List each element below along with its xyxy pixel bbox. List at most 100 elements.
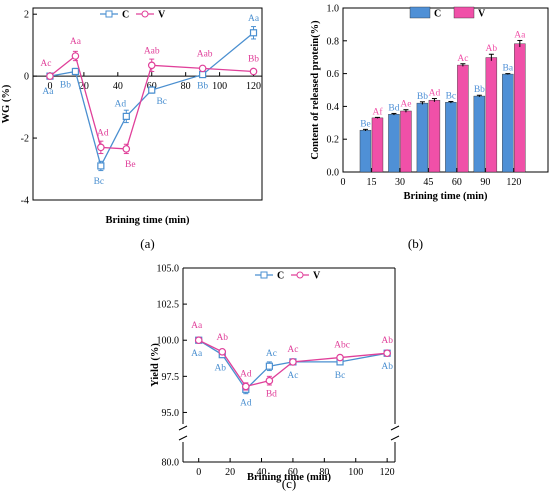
point-V: [147, 61, 156, 70]
y-tick-label: -4: [21, 196, 29, 207]
x-tick-label: 60: [288, 467, 298, 478]
point-V: [97, 143, 105, 152]
bar-group: Be: [359, 119, 372, 173]
x-tick-label: 30: [395, 177, 405, 188]
point-V: [265, 376, 274, 385]
point-C: [148, 86, 156, 94]
point-V: [194, 336, 203, 345]
legend-marker: [105, 10, 113, 18]
significance-label-V: Aa: [514, 30, 526, 40]
x-tick-label: 0: [341, 177, 346, 188]
bar-group: Ac: [457, 54, 469, 173]
point-C: [249, 29, 258, 37]
bar-V: [371, 117, 384, 173]
significance-label-C: Bc: [446, 91, 457, 101]
point-V: [122, 145, 131, 153]
significance-label-V: Aab: [197, 49, 213, 59]
axes: -4-202020406080100120: [21, 7, 263, 207]
x-tick-label: 120: [506, 177, 521, 188]
y-axis-label: Yield (%): [150, 343, 161, 387]
point-C: [199, 70, 207, 79]
point-C: [265, 362, 273, 370]
axis-break-mark: [178, 435, 188, 441]
point-V: [249, 67, 258, 76]
bar-C: [445, 102, 457, 173]
bar-group: Ae: [400, 100, 412, 173]
x-tick-label: 120: [246, 81, 261, 92]
legend-swatch: [409, 6, 431, 19]
significance-label-V: Aa: [191, 321, 203, 331]
y-tick-label: 80.0: [162, 458, 180, 469]
panel-label: (a): [140, 236, 154, 251]
y-tick-label: 0.6: [327, 69, 340, 80]
y-tick-label: 105.0: [157, 264, 180, 275]
panel-label: (c): [282, 476, 296, 491]
significance-label-V: Bd: [266, 390, 277, 400]
legend-marker: [296, 271, 304, 279]
legend-label: V: [158, 10, 166, 21]
bar-C: [388, 114, 400, 173]
y-tick-label: 0.2: [327, 135, 340, 146]
bar-group: Bc: [445, 91, 457, 173]
significance-label-V: Ac: [287, 345, 298, 355]
x-tick-label: 45: [423, 177, 433, 188]
x-tick-label: 100: [212, 81, 227, 92]
significance-label-C: Ab: [214, 364, 226, 374]
point-V: [289, 358, 297, 366]
bar-C: [416, 102, 429, 173]
y-tick-label: 0: [24, 72, 29, 83]
legend-label: C: [122, 10, 129, 21]
bar-group: Af: [371, 106, 384, 173]
significance-label-C: Ac: [266, 349, 277, 359]
bar-group: Aa: [514, 30, 526, 173]
y-tick-label: 102.5: [157, 300, 180, 311]
bar-group: Bb: [416, 92, 429, 173]
legend-marker: [260, 271, 268, 279]
bar-group: Bd: [388, 103, 400, 173]
x-tick-label: 15: [366, 177, 376, 188]
axis-break-mark: [390, 425, 400, 431]
significance-label-C: Be: [360, 119, 371, 129]
significance-label-C: Bc: [94, 177, 105, 187]
x-tick-label: 80: [319, 467, 329, 478]
significance-label-V: Ab: [486, 44, 498, 54]
x-tick-label: 90: [480, 177, 490, 188]
bar-V: [400, 110, 412, 173]
y-axis-label: WG (%): [1, 84, 12, 123]
significance-label-V: Ab: [381, 336, 393, 346]
point-V: [71, 52, 80, 60]
point-C: [71, 67, 80, 76]
point-C: [122, 112, 130, 120]
significance-label-C: Bb: [60, 80, 71, 90]
y-axis-label: Content of released protein(%): [310, 20, 321, 160]
x-tick-label: 40: [113, 81, 123, 92]
chart-b: 0.0 0.2 0.4 0.6 0.8 1.0 0 15 30 45 60 90 120 Brining …: [310, 4, 549, 251]
significance-label-V: Ad: [240, 369, 252, 379]
bar-V: [485, 57, 498, 173]
plot-frame: [32, 7, 263, 201]
x-axis-label: Brining time (min): [404, 191, 488, 202]
legend-label: V: [313, 271, 321, 282]
legend-swatch: [453, 6, 475, 19]
y-tick-label: 95.0: [162, 408, 180, 419]
point-V: [218, 347, 227, 356]
y-tick-label: 0.0: [327, 168, 340, 179]
significance-label-C: Ab: [381, 362, 393, 372]
x-tick-label: 0: [47, 81, 52, 92]
legend-marker: [141, 10, 149, 18]
legend-label: C: [277, 271, 284, 282]
significance-label-V: Abc: [334, 341, 350, 351]
legend-label: V: [478, 9, 486, 20]
bar-group: Bb: [473, 85, 485, 173]
x-tick-label: 40: [257, 467, 267, 478]
series-C: Aa Bb Bc Ad Bc Bb Aa: [42, 14, 259, 187]
significance-label-C: Bb: [197, 82, 208, 92]
bar-V: [428, 99, 441, 173]
point-V: [383, 349, 391, 358]
point-V: [336, 353, 344, 362]
significance-label-C: Aa: [42, 87, 54, 97]
bar-group: Ba: [502, 64, 514, 173]
bar-group: Ad: [428, 89, 441, 173]
